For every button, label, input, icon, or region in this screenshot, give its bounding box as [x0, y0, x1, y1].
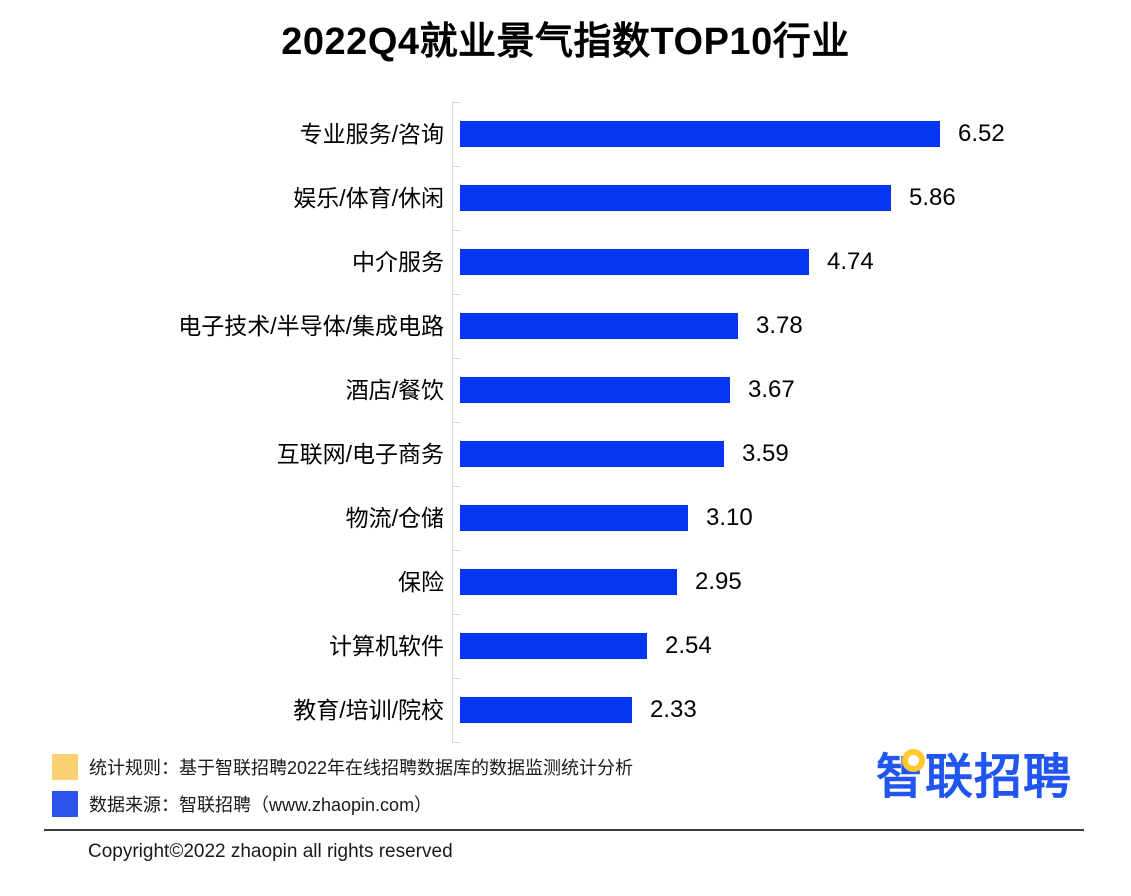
data-label: 3.78 [756, 312, 803, 339]
bar [460, 441, 724, 467]
axis-tick [452, 678, 461, 679]
category-label: 物流/仓储 [345, 505, 444, 531]
bar-row: 专业服务/咨询 6.52 [0, 102, 1131, 166]
legend-label: 数据来源：智联招聘（www.zhaopin.com） [89, 795, 433, 815]
data-label: 2.95 [695, 568, 742, 595]
bar [460, 569, 677, 595]
axis-tick [452, 550, 461, 551]
data-label: 2.54 [665, 632, 712, 659]
category-label: 娱乐/体育/休闲 [293, 185, 444, 211]
bar-row: 电子技术/半导体/集成电路 3.78 [0, 294, 1131, 358]
data-label: 4.74 [827, 248, 874, 275]
axis-tick [452, 230, 461, 231]
data-label: 6.52 [958, 120, 1005, 147]
axis-tick [452, 614, 461, 615]
category-label: 电子技术/半导体/集成电路 [178, 313, 444, 339]
bar-row: 计算机软件 2.54 [0, 614, 1131, 678]
footer-divider [44, 829, 1084, 831]
category-label: 教育/培训/院校 [293, 697, 444, 723]
bar [460, 249, 809, 275]
bar [460, 121, 940, 147]
bar [460, 505, 688, 531]
axis-tick [452, 166, 461, 167]
bar [460, 633, 647, 659]
data-label: 3.67 [748, 376, 795, 403]
category-label: 专业服务/咨询 [299, 121, 444, 147]
category-label: 互联网/电子商务 [276, 441, 444, 467]
axis-tick [452, 486, 461, 487]
bar-row: 物流/仓储 3.10 [0, 486, 1131, 550]
data-label: 2.33 [650, 696, 697, 723]
legend-label: 统计规则：基于智联招聘2022年在线招聘数据库的数据监测统计分析 [89, 758, 634, 778]
bar-row: 互联网/电子商务 3.59 [0, 422, 1131, 486]
axis-tick [452, 358, 461, 359]
category-label: 保险 [398, 569, 444, 595]
data-label: 3.59 [742, 440, 789, 467]
footer-legend: 统计规则：基于智联招聘2022年在线招聘数据库的数据监测统计分析 数据来源：智联… [52, 754, 633, 828]
data-label: 5.86 [909, 184, 956, 211]
copyright-text: Copyright©2022 zhaopin all rights reserv… [88, 841, 453, 862]
legend-swatch-yellow [52, 754, 78, 780]
category-label: 计算机软件 [329, 633, 444, 659]
bar-row: 保险 2.95 [0, 550, 1131, 614]
zhaopin-logo: 智联招聘 [876, 749, 1072, 806]
bar-row: 娱乐/体育/休闲 5.86 [0, 166, 1131, 230]
category-label: 酒店/餐饮 [345, 377, 444, 403]
axis-tick [452, 102, 461, 103]
axis-tick [452, 742, 461, 743]
bar [460, 697, 632, 723]
axis-tick [452, 422, 461, 423]
bar-row: 中介服务 4.74 [0, 230, 1131, 294]
bar-row: 教育/培训/院校 2.33 [0, 678, 1131, 742]
axis-tick [452, 294, 461, 295]
chart-title: 2022Q4就业景气指数TOP10行业 [281, 21, 850, 63]
bar [460, 377, 730, 403]
legend-item-source: 数据来源：智联招聘（www.zhaopin.com） [52, 791, 633, 817]
bar-chart: 专业服务/咨询 6.52 娱乐/体育/休闲 5.86 中介服务 4.74 电子技… [0, 102, 1131, 743]
legend-item-rules: 统计规则：基于智联招聘2022年在线招聘数据库的数据监测统计分析 [52, 754, 633, 780]
bar-row: 酒店/餐饮 3.67 [0, 358, 1131, 422]
legend-swatch-blue [52, 791, 78, 817]
data-label: 3.10 [706, 504, 753, 531]
bar [460, 313, 738, 339]
zhaopin-logo-pin-icon [902, 749, 925, 772]
bar [460, 185, 891, 211]
category-label: 中介服务 [352, 249, 444, 275]
